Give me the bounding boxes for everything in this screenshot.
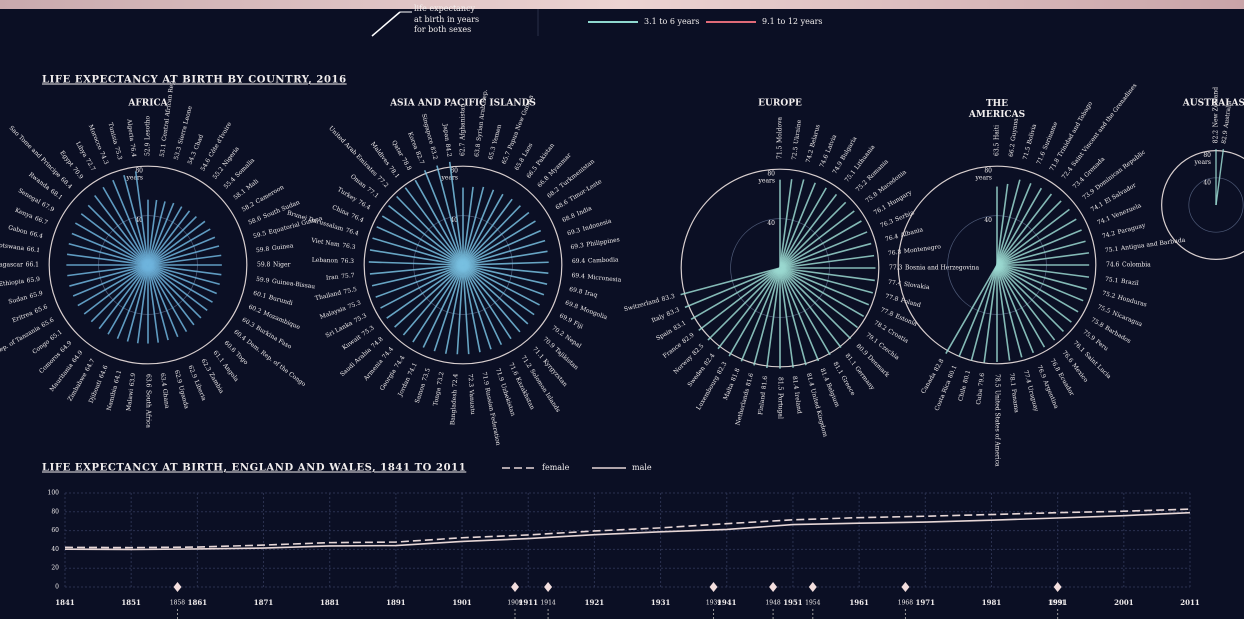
top-strip — [0, 0, 1244, 9]
event-label: 1914 — [540, 600, 555, 607]
country-name: Niger — [273, 262, 291, 269]
country-value: 69.4 — [572, 258, 586, 265]
section-title: LIFE EXPECTANCY AT BIRTH, ENGLAND AND WA… — [42, 463, 466, 474]
event-label: 1991 — [1050, 600, 1065, 607]
ring-label: 80 — [984, 168, 992, 175]
ring-label: 80 — [767, 171, 775, 178]
country-value: 78.5 — [994, 374, 1001, 388]
key-note: life expectancy — [414, 4, 476, 13]
y-tick-label: 20 — [51, 565, 59, 572]
x-tick-label: 1951 — [783, 598, 803, 607]
country-name: Afghanistan — [460, 103, 467, 141]
country-value: 59.8 — [257, 262, 271, 269]
key-label: 3.1 to 6 years — [644, 17, 699, 26]
x-tick-label: 1881 — [320, 598, 340, 607]
x-tick-label: 1871 — [254, 598, 274, 607]
event-label: 1858 — [170, 600, 185, 607]
x-tick-label: 1931 — [651, 598, 671, 607]
country-value: 82.2 — [1213, 130, 1220, 144]
legend-label: female — [542, 463, 570, 472]
legend-label: male — [632, 463, 652, 472]
ring-unit: years — [126, 175, 143, 182]
x-tick-label: 2011 — [1180, 598, 1200, 607]
country-name: Lebanon — [312, 257, 339, 265]
key-note: at birth in years — [414, 15, 479, 24]
x-tick-label: 1891 — [386, 598, 406, 607]
event-label: 1954 — [805, 600, 820, 607]
section-title: LIFE EXPECTANCY AT BIRTH BY COUNTRY, 201… — [42, 75, 347, 86]
country-name: Bosnia and Herzegovina — [905, 265, 980, 272]
event-label: 1939 — [706, 600, 721, 607]
y-tick-label: 60 — [51, 527, 59, 534]
country-value: 76.3 — [341, 258, 355, 265]
y-tick-label: 100 — [48, 490, 60, 497]
key-label: 9.1 to 12 years — [762, 17, 823, 26]
ring-label: 40 — [1203, 179, 1211, 186]
ring-unit: years — [975, 175, 992, 182]
country-name: Moldova — [777, 116, 784, 143]
ring-unit: years — [758, 178, 775, 185]
ring-label: 40 — [984, 217, 992, 224]
country-value: 74.6 — [1106, 262, 1120, 269]
country-name: Lesotho — [145, 115, 152, 140]
x-tick-label: 1961 — [849, 598, 869, 607]
country-name: United States of America — [994, 390, 1001, 467]
region-title: EUROPE — [758, 99, 802, 109]
country-value: 72.4 — [452, 373, 460, 387]
x-tick-label: 2001 — [1114, 598, 1134, 607]
ring-unit: years — [1194, 159, 1211, 166]
country-value: 62.7 — [460, 142, 467, 156]
x-tick-label: 1841 — [55, 598, 75, 607]
infographic: life expectancy at birth in years for bo… — [0, 0, 1244, 619]
x-tick-label: 1921 — [585, 598, 605, 607]
country-value: 72.3 — [466, 374, 474, 388]
ring-unit: years — [441, 175, 458, 182]
event-label: 1948 — [765, 600, 780, 607]
y-tick-label: 0 — [55, 584, 59, 591]
y-tick-label: 80 — [51, 508, 59, 515]
country-value: 63.6 — [145, 374, 152, 388]
country-value: 52.9 — [145, 142, 152, 156]
country-name: New Zealand — [1213, 87, 1220, 128]
event-label: 1909 — [507, 600, 522, 607]
country-value: 69.4 — [571, 272, 585, 280]
region-title: AFRICA — [127, 99, 168, 109]
country-value: 77.3 — [889, 265, 903, 272]
ring-label: 40 — [767, 220, 775, 227]
ring-label: 80 — [1203, 152, 1211, 159]
x-tick-label: 1851 — [121, 598, 141, 607]
country-value: 75.7 — [341, 272, 355, 280]
x-tick-label: 1901 — [452, 598, 472, 607]
country-name: Madagascar — [0, 262, 23, 269]
country-name: Haiti — [994, 125, 1001, 140]
x-tick-label: 1971 — [916, 598, 936, 607]
key-note: for both sexes — [414, 25, 471, 34]
country-value: 81.5 — [777, 377, 784, 391]
country-value: 66.1 — [26, 262, 39, 269]
y-tick-label: 40 — [51, 546, 59, 553]
country-name: Portugal — [777, 393, 784, 419]
x-tick-label: 1981 — [982, 598, 1002, 607]
event-label: 1968 — [898, 600, 913, 607]
country-value: 63.5 — [994, 142, 1001, 156]
country-name: Cambodia — [588, 256, 619, 264]
country-value: 71.5 — [777, 145, 784, 159]
country-name: Colombia — [1122, 262, 1151, 269]
country-name: Iran — [326, 274, 339, 282]
x-tick-label: 1861 — [188, 598, 208, 607]
country-name: South Africa — [145, 390, 152, 428]
